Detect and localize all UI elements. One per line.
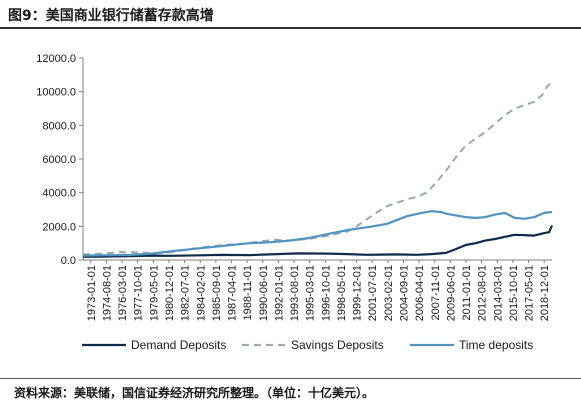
x-tick-label: 1985-09-01 xyxy=(211,265,223,321)
y-tick-label: 12000.0 xyxy=(36,53,76,65)
x-tick-label: 1977-10-01 xyxy=(133,265,145,321)
x-tick-label: 1988-11-01 xyxy=(242,265,254,320)
x-tick-label: 1974-08-01 xyxy=(101,265,113,321)
deposits-line-chart: 0.0 2000.0 4000.0 6000.0 8000.0 10000.0 12000.… xyxy=(36,53,554,352)
x-tick-label: 2017-05-01 xyxy=(524,265,536,321)
x-tick-label: 1987-04-01 xyxy=(227,265,239,321)
title-divider xyxy=(0,27,581,29)
y-tick-label: 2000.0 xyxy=(42,221,76,233)
x-tick-label: 2006-04-01 xyxy=(414,265,426,321)
series-line-savings-deposits xyxy=(82,80,553,256)
x-tick-label: 2012-08-01 xyxy=(477,265,489,321)
x-tick-label: 2018-12-01 xyxy=(539,265,551,321)
x-tick-label: 1980-12-01 xyxy=(164,265,176,321)
x-tick-label: 2003-02-01 xyxy=(383,265,395,321)
x-tick-label: 1984-02-01 xyxy=(195,265,207,321)
chart-axes xyxy=(82,58,552,261)
x-tick-label: 1992-01-01 xyxy=(273,265,285,321)
series-line-time-deposits xyxy=(82,210,553,257)
x-tick-label: 2007-11-01 xyxy=(430,265,442,320)
chart-series xyxy=(82,80,554,258)
x-axis-ticks: 1973-01-01 1974-08-01 1976-03-01 1977-10-01… xyxy=(86,260,551,321)
x-tick-label: 1993-08-01 xyxy=(289,265,301,321)
y-axis-ticks: 0.0 2000.0 4000.0 6000.0 8000.0 10000.0 12000.… xyxy=(36,53,83,267)
x-tick-label: 2001-07-01 xyxy=(367,265,379,321)
x-tick-label: 1976-03-01 xyxy=(117,265,129,321)
x-tick-label: 1990-06-01 xyxy=(258,265,270,321)
chart-legend: Demand Deposits Savings Deposits Time depo… xyxy=(82,338,533,352)
x-tick-label: 1979-05-01 xyxy=(148,265,160,321)
x-tick-label: 1999-12-01 xyxy=(352,265,364,321)
x-tick-label: 2011-01-01 xyxy=(461,265,473,320)
series-line-demand-deposits xyxy=(82,225,554,258)
x-tick-label: 1973-01-01 xyxy=(86,265,98,321)
x-tick-label: 1996-10-01 xyxy=(320,265,332,321)
legend-label: Savings Deposits xyxy=(291,338,384,352)
legend-label: Demand Deposits xyxy=(131,338,226,352)
y-tick-label: 4000.0 xyxy=(42,188,76,200)
legend-label: Time deposits xyxy=(459,338,533,352)
y-tick-label: 10000.0 xyxy=(36,87,76,99)
x-tick-label: 1998-05-01 xyxy=(336,265,348,321)
source-divider xyxy=(0,378,581,379)
x-tick-label: 1995-03-01 xyxy=(305,265,317,321)
figure-source-note: 资料来源：美联储，国信证券经济研究所整理。（单位：十亿美元）。 xyxy=(14,386,375,400)
y-tick-label: 0.0 xyxy=(61,255,76,267)
x-tick-label: 1982-07-01 xyxy=(180,265,192,321)
x-tick-label: 2009-06-01 xyxy=(445,265,457,321)
x-tick-label: 2004-09-01 xyxy=(398,265,410,321)
figure-title: 图9：美国商业银行储蓄存款高增 xyxy=(8,8,214,24)
y-tick-label: 8000.0 xyxy=(42,120,76,132)
x-tick-label: 2015-10-01 xyxy=(508,265,520,321)
x-tick-label: 2014-03-01 xyxy=(492,265,504,321)
y-tick-label: 6000.0 xyxy=(42,154,76,166)
